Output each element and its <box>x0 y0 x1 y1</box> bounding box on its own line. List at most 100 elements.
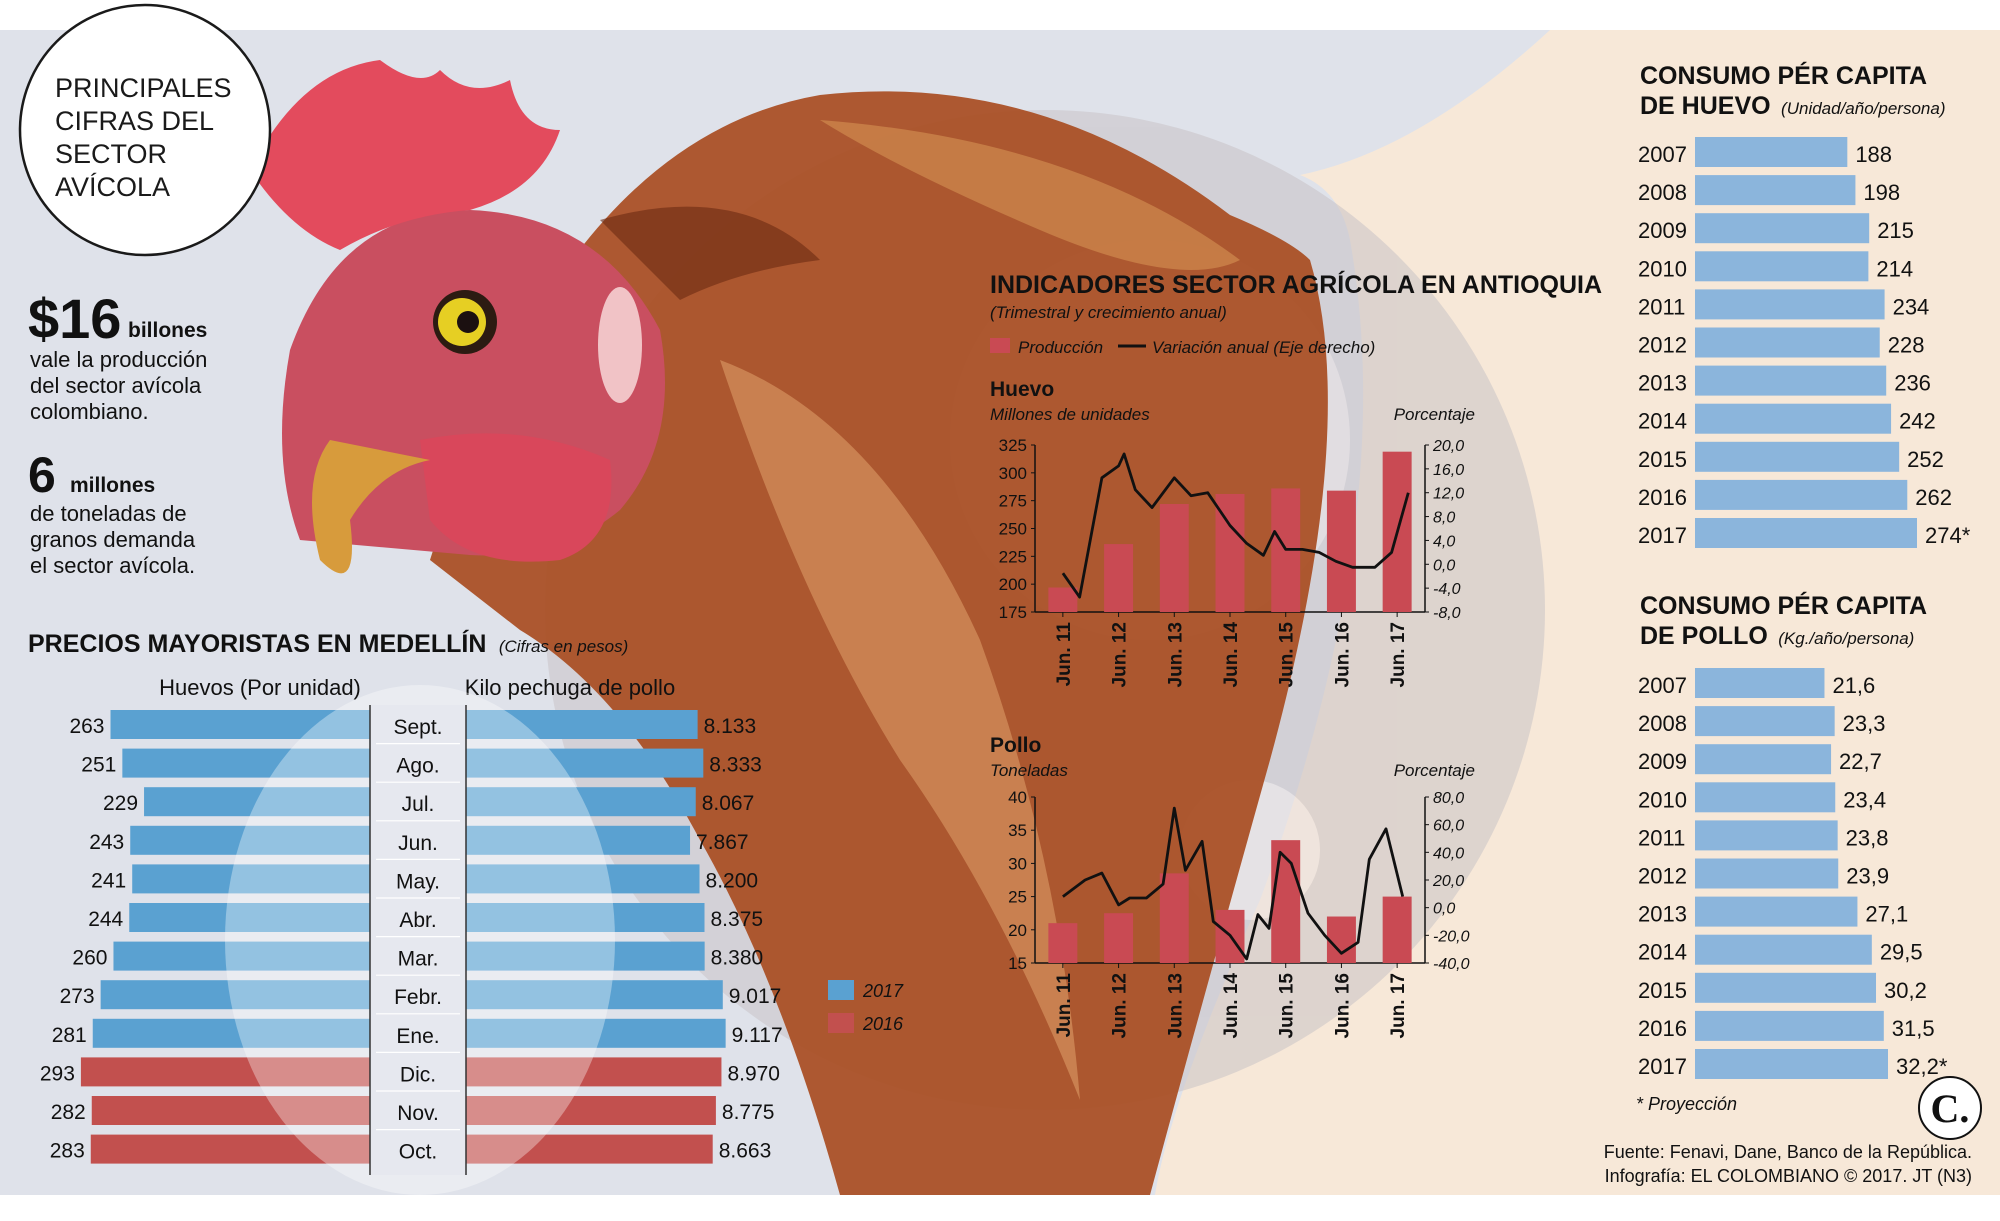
value-label: 23,3 <box>1843 711 1886 736</box>
month-label: Abr. <box>399 909 436 932</box>
legend-swatch-2016 <box>828 1013 854 1033</box>
x-tick-label: Jun. 13 <box>1165 973 1186 1038</box>
y-axis-label: Millones de unidades <box>990 405 1150 424</box>
title-line: SECTOR <box>55 139 167 169</box>
year-label: 2009 <box>1638 749 1687 774</box>
y-tick-label: 40 <box>1008 788 1027 807</box>
legend-label-2016: 2016 <box>862 1014 904 1034</box>
x-tick-label: Jun. 14 <box>1221 973 1242 1039</box>
value-label: 21,6 <box>1832 673 1875 698</box>
year-label: 2013 <box>1638 371 1687 396</box>
value-label: 30,2 <box>1884 978 1927 1003</box>
year-label: 2017 <box>1638 1054 1687 1079</box>
year-label: 2010 <box>1638 256 1687 281</box>
y-tick-label: 175 <box>999 603 1027 622</box>
month-label: Sept. <box>393 716 442 739</box>
precios-left-header: Huevos (Por unidad) <box>159 675 361 700</box>
title-line: AVÍCOLA <box>55 172 170 202</box>
precio-pollo-label: 9.017 <box>729 985 782 1008</box>
consumo-bar <box>1695 668 1825 698</box>
legend-variation-label: Variación anual (Eje derecho) <box>1152 338 1375 357</box>
consumo-bar <box>1695 934 1872 965</box>
production-bar <box>1048 587 1078 612</box>
legend-production-label: Producción <box>1018 338 1103 357</box>
stat-big-number: $16 <box>28 287 121 350</box>
value-label: 198 <box>1863 180 1900 205</box>
title-circle: PRINCIPALES CIFRAS DEL SECTOR AVÍCOLA <box>18 3 272 257</box>
consumo-pollo-section: CONSUMO PÉR CAPITA DE POLLO (Kg./año/per… <box>1638 591 1948 1079</box>
chart-title: Pollo <box>990 734 1041 757</box>
year-label: 2011 <box>1638 825 1685 850</box>
consumo-bar <box>1695 137 1848 167</box>
y2-tick-label: 4,0 <box>1433 533 1455 550</box>
precio-pollo-label: 8.380 <box>711 947 764 970</box>
production-bar <box>1271 840 1301 963</box>
consumo-bar <box>1695 1010 1884 1041</box>
month-label: Febr. <box>394 986 442 1009</box>
stat-unit: billones <box>128 319 207 342</box>
stat-line: de toneladas de <box>30 501 187 526</box>
huevo-chart: Huevo Millones de unidades Porcentaje 325 30… <box>990 378 1475 687</box>
value-label: 23,4 <box>1843 787 1886 812</box>
footnote: * Proyección <box>1636 1094 1737 1114</box>
precio-huevo-label: 229 <box>103 792 138 815</box>
variation-line <box>1061 452 1410 599</box>
production-bar <box>1159 504 1189 612</box>
precio-pollo-bar <box>466 1096 716 1125</box>
month-label: Ago. <box>396 755 439 778</box>
y-tick-label: 300 <box>999 464 1027 483</box>
precio-huevo-bar <box>90 1134 371 1164</box>
consumo-bar <box>1695 706 1835 737</box>
year-label: 2011 <box>1638 294 1685 319</box>
stat-big-number: 6 <box>28 447 56 503</box>
production-bar <box>1104 544 1134 612</box>
x-tick-label: Jun. 16 <box>1332 622 1353 687</box>
x-tick-label: Jun. 12 <box>1110 622 1131 687</box>
precio-huevo-bar <box>92 1018 370 1048</box>
consumo-pollo-bars: 2007 21,6 2008 23,3 2009 22,7 2010 23,4 2011 23,8… <box>1638 668 1948 1079</box>
precio-pollo-bar <box>466 903 705 932</box>
year-label: 2008 <box>1638 711 1687 736</box>
precios-bars: 263 8.133 251 8.333 229 8.067 243 7.867 241 8.200… <box>40 685 783 1195</box>
precio-pollo-label: 8.663 <box>719 1140 772 1163</box>
production-bar <box>1159 873 1189 963</box>
consumo-bar <box>1695 251 1869 282</box>
y-axis-label: Toneladas <box>990 761 1068 780</box>
x-tick-label: Jun. 13 <box>1165 622 1186 687</box>
y2-tick-label: -8,0 <box>1433 605 1461 622</box>
value-label: 252 <box>1907 447 1944 472</box>
precio-pollo-bar <box>466 1057 722 1087</box>
stat-line: colombiano. <box>30 399 149 424</box>
consumo-bar <box>1695 213 1870 244</box>
publisher-logo: C. <box>1918 1076 1982 1140</box>
consumo-bar <box>1695 175 1856 206</box>
precios-title: PRECIOS MAYORISTAS EN MEDELLÍN (Cifras e… <box>28 629 628 658</box>
consumo-bar <box>1695 327 1880 358</box>
precio-pollo-label: 8.375 <box>711 908 764 931</box>
year-label: 2016 <box>1638 485 1687 510</box>
value-label: 32,2* <box>1896 1054 1948 1079</box>
precio-huevo-label: 293 <box>40 1062 75 1085</box>
precio-pollo-label: 8.133 <box>704 715 757 738</box>
x-tick-label: Jun. 14 <box>1221 622 1242 688</box>
y2-tick-label: 16,0 <box>1433 462 1464 479</box>
precio-pollo-label: 8.970 <box>727 1062 780 1085</box>
stat-grains: 6 millones de toneladas de granos demand… <box>28 447 196 578</box>
y2-tick-label: 12,0 <box>1433 486 1464 503</box>
x-tick-label: Jun. 12 <box>1110 973 1131 1038</box>
value-label: 215 <box>1877 218 1914 243</box>
y2-tick-label: 0,0 <box>1433 901 1455 918</box>
precio-huevo-label: 282 <box>51 1101 86 1124</box>
month-label: Dic. <box>400 1063 436 1086</box>
y2-tick-label: -40,0 <box>1433 956 1470 973</box>
y2-tick-label: 20,0 <box>1432 438 1464 455</box>
precio-pollo-bar <box>466 941 705 971</box>
precio-huevo-bar <box>132 864 370 894</box>
y2-tick-label: -20,0 <box>1433 928 1470 945</box>
chicken-beak <box>312 440 430 574</box>
precio-pollo-bar <box>466 1134 713 1164</box>
source-line: Fuente: Fenavi, Dane, Banco de la Repúbl… <box>1604 1142 1972 1162</box>
y2-tick-label: 60,0 <box>1433 818 1464 835</box>
consumo-huevo-title-2: DE HUEVO (Unidad/año/persona) <box>1640 92 1946 120</box>
year-label: 2008 <box>1638 180 1687 205</box>
